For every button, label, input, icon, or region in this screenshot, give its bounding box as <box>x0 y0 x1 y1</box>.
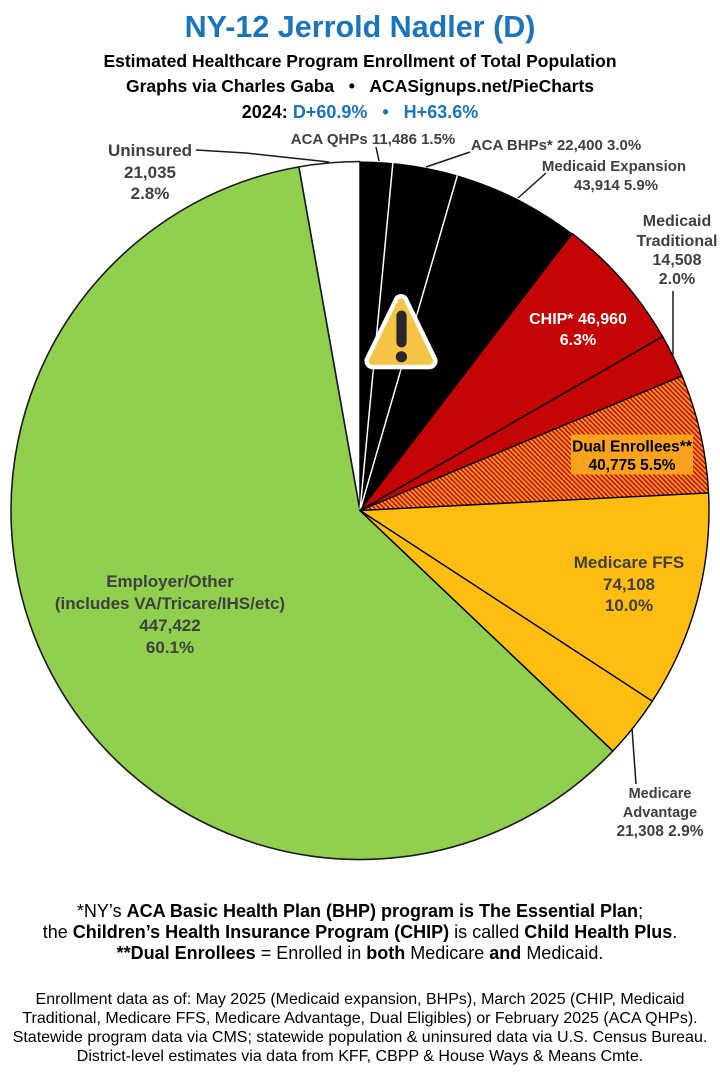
svg-text:74,108: 74,108 <box>603 575 655 594</box>
svg-text:60.1%: 60.1% <box>146 638 194 657</box>
svg-text:CHIP* 46,960: CHIP* 46,960 <box>529 311 627 328</box>
svg-text:2.8%: 2.8% <box>131 184 170 203</box>
svg-text:Traditional, Medicare FFS, Med: Traditional, Medicare FFS, Medicare Adva… <box>22 1010 697 1027</box>
svg-text:Medicaid Expansion: Medicaid Expansion <box>542 158 686 175</box>
svg-text:2.0%: 2.0% <box>659 271 695 288</box>
svg-text:14,508: 14,508 <box>653 252 702 269</box>
svg-text:Graphs via Charles Gaba •: Graphs via Charles Gaba • ACASignups.net… <box>126 76 594 96</box>
svg-text:Statewide program data via CMS: Statewide program data via CMS; statewid… <box>13 1029 708 1046</box>
svg-text:2024: D+60.9% • H+63.6%: 2024: D+60.9% • H+63.6% <box>242 102 478 122</box>
svg-text:21,035: 21,035 <box>124 163 176 182</box>
svg-text:the Children’s Health Insuranc: the Children’s Health Insurance Program … <box>43 922 678 942</box>
svg-text:District-level estimates via d: District-level estimates via data from K… <box>77 1048 643 1065</box>
svg-text:Medicare: Medicare <box>629 786 692 802</box>
svg-text:Advantage: Advantage <box>623 805 697 821</box>
svg-text:Medicaid: Medicaid <box>643 213 711 230</box>
svg-text:43,914 5.9%: 43,914 5.9% <box>574 177 658 194</box>
svg-text:**Dual Enrollees = Enrolled in: **Dual Enrollees = Enrolled in both Medi… <box>117 943 604 963</box>
svg-text:(includes VA/Tricare/IHS/etc): (includes VA/Tricare/IHS/etc) <box>55 594 285 613</box>
svg-text:Estimated Healthcare Program E: Estimated Healthcare Program Enrollment … <box>103 51 616 71</box>
svg-text:Enrollment data as of: May 202: Enrollment data as of: May 2025 (Medicai… <box>36 991 685 1008</box>
svg-text:Uninsured: Uninsured <box>108 141 192 160</box>
svg-text:6.3%: 6.3% <box>560 332 596 349</box>
svg-text:21,308 2.9%: 21,308 2.9% <box>616 823 703 840</box>
svg-text:10.0%: 10.0% <box>605 596 653 615</box>
svg-text:Medicare FFS: Medicare FFS <box>574 553 685 572</box>
svg-text:NY-12 Jerrold Nadler (D): NY-12 Jerrold Nadler (D) <box>185 10 536 44</box>
svg-text:447,422: 447,422 <box>139 616 200 635</box>
svg-text:ACA QHPs 11,486 1.5%: ACA QHPs 11,486 1.5% <box>291 131 456 148</box>
svg-text:Traditional: Traditional <box>637 233 718 250</box>
svg-text:Employer/Other: Employer/Other <box>106 572 234 591</box>
svg-text:ACA BHPs* 22,400 3.0%: ACA BHPs* 22,400 3.0% <box>471 137 641 154</box>
svg-text:Dual Enrollees**: Dual Enrollees** <box>572 439 693 456</box>
svg-text:40,775 5.5%: 40,775 5.5% <box>588 457 675 474</box>
svg-text:*NY’s ACA Basic Health Plan (B: *NY’s ACA Basic Health Plan (BHP) progra… <box>77 901 643 921</box>
